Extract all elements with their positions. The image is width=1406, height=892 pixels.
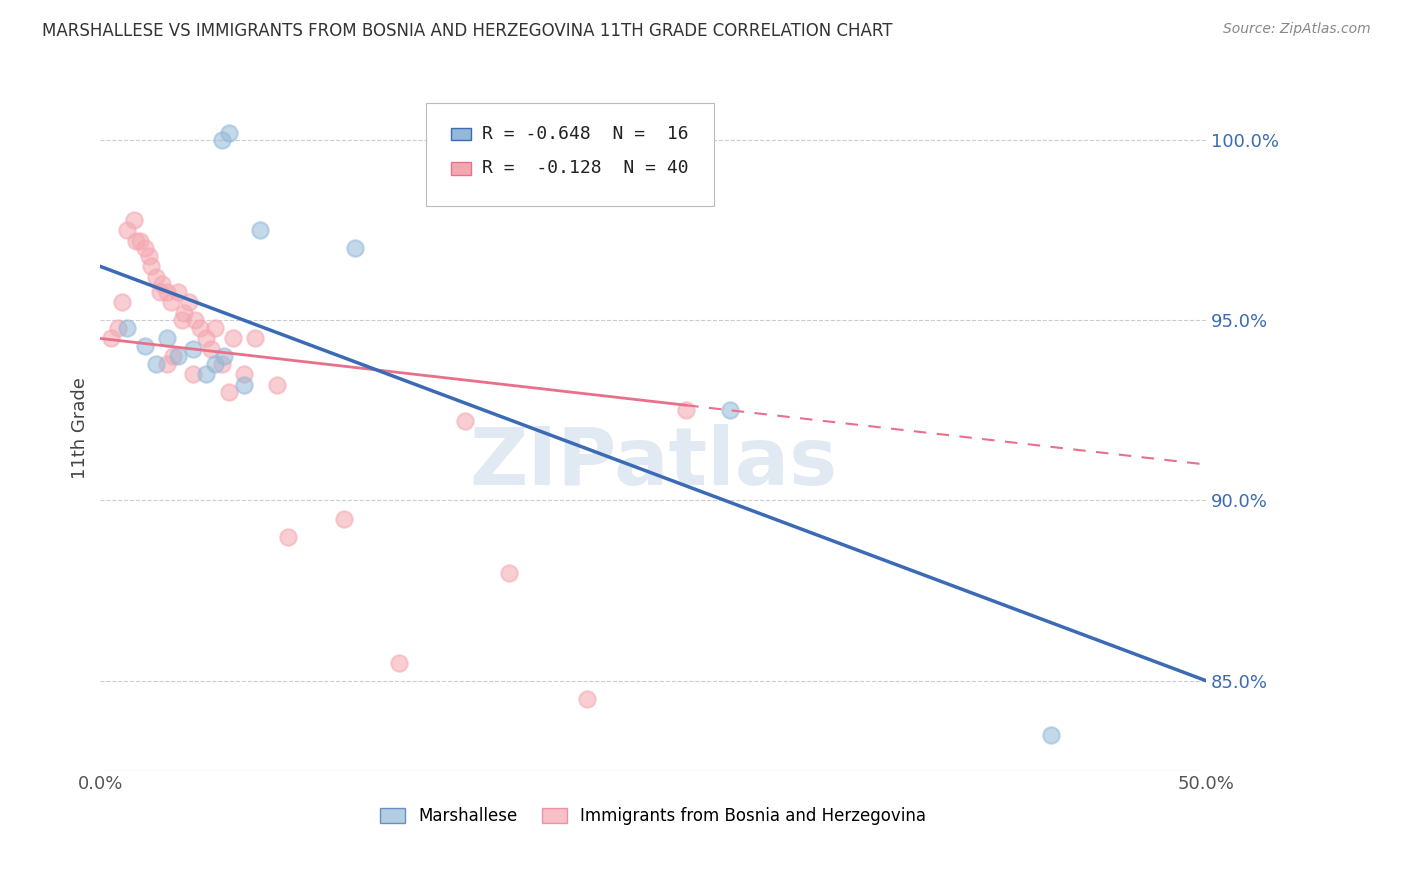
- Point: [195, 331, 218, 345]
- Point: [332, 511, 354, 525]
- Point: [195, 368, 218, 382]
- Point: [166, 350, 188, 364]
- Point: [134, 241, 156, 255]
- FancyBboxPatch shape: [451, 128, 471, 140]
- Point: [100, 331, 122, 345]
- Legend: Marshallese, Immigrants from Bosnia and Herzegovina: Marshallese, Immigrants from Bosnia and …: [373, 801, 934, 832]
- Point: [218, 385, 240, 400]
- Point: [162, 350, 184, 364]
- Point: [156, 285, 179, 299]
- Point: [575, 691, 598, 706]
- Point: [107, 320, 129, 334]
- Point: [115, 223, 138, 237]
- Point: [150, 277, 173, 292]
- Point: [211, 357, 233, 371]
- FancyBboxPatch shape: [451, 162, 471, 175]
- Point: [498, 566, 520, 580]
- Text: R =  -0.128  N = 40: R = -0.128 N = 40: [482, 160, 689, 178]
- Text: R = -0.648  N =  16: R = -0.648 N = 16: [482, 125, 689, 144]
- Point: [211, 133, 233, 147]
- Point: [134, 338, 156, 352]
- Point: [204, 320, 226, 334]
- Point: [181, 343, 204, 357]
- Point: [204, 357, 226, 371]
- Point: [675, 403, 697, 417]
- Point: [1039, 728, 1062, 742]
- Point: [111, 295, 134, 310]
- Text: MARSHALLESE VS IMMIGRANTS FROM BOSNIA AND HERZEGOVINA 11TH GRADE CORRELATION CHA: MARSHALLESE VS IMMIGRANTS FROM BOSNIA AN…: [42, 22, 893, 40]
- Point: [184, 313, 207, 327]
- Point: [188, 320, 211, 334]
- Point: [172, 313, 194, 327]
- Point: [149, 285, 172, 299]
- Point: [122, 212, 145, 227]
- Point: [156, 331, 179, 345]
- Point: [129, 234, 152, 248]
- Point: [200, 343, 222, 357]
- FancyBboxPatch shape: [426, 103, 714, 206]
- Point: [266, 378, 288, 392]
- Y-axis label: 11th Grade: 11th Grade: [72, 377, 89, 479]
- Point: [145, 270, 167, 285]
- Point: [454, 414, 477, 428]
- Point: [125, 234, 148, 248]
- Point: [243, 331, 266, 345]
- Point: [212, 350, 235, 364]
- Point: [388, 656, 411, 670]
- Point: [145, 357, 167, 371]
- Point: [181, 368, 204, 382]
- Point: [277, 529, 299, 543]
- Point: [166, 285, 188, 299]
- Point: [115, 320, 138, 334]
- Point: [343, 241, 366, 255]
- Point: [177, 295, 200, 310]
- Point: [249, 223, 271, 237]
- Point: [156, 357, 179, 371]
- Point: [138, 249, 160, 263]
- Point: [233, 378, 256, 392]
- Point: [141, 260, 163, 274]
- Point: [222, 331, 245, 345]
- Text: Source: ZipAtlas.com: Source: ZipAtlas.com: [1223, 22, 1371, 37]
- Point: [160, 295, 183, 310]
- Point: [173, 306, 195, 320]
- Point: [718, 403, 741, 417]
- Text: ZIPatlas: ZIPatlas: [468, 424, 837, 501]
- Point: [218, 126, 240, 140]
- Point: [233, 368, 256, 382]
